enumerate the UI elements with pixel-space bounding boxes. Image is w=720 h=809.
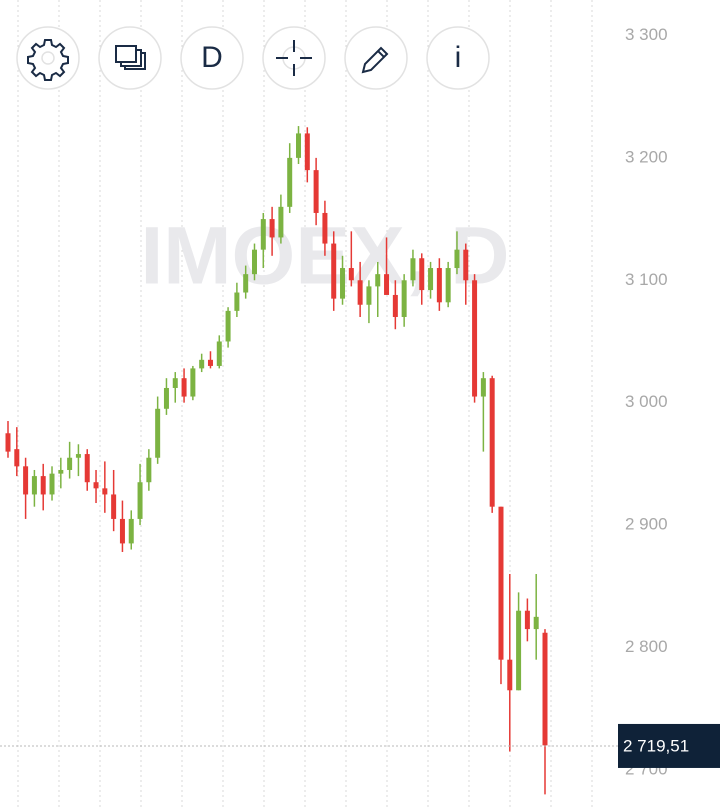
candle-body: [445, 268, 451, 303]
candle-body: [278, 206, 284, 238]
draw-button[interactable]: [344, 26, 408, 90]
y-tick-label: 3 000: [625, 392, 668, 411]
candle-body: [234, 292, 240, 311]
candle-body: [304, 133, 310, 171]
candle-body: [84, 454, 90, 483]
candle-body: [348, 268, 354, 281]
candle-body: [296, 133, 302, 158]
candle-body: [5, 433, 11, 452]
candle-body: [225, 310, 231, 342]
candle-body: [102, 488, 108, 495]
candle-body: [384, 274, 390, 295]
candle-body: [507, 659, 513, 691]
candle-body: [119, 518, 125, 544]
y-tick-label: 3 100: [625, 270, 668, 289]
candle-body: [67, 457, 73, 470]
candle-body: [542, 632, 548, 746]
candle-body: [216, 341, 222, 366]
candle-body: [146, 457, 152, 483]
candle-body: [111, 494, 117, 519]
candle-body: [357, 280, 363, 305]
candle-body: [428, 268, 434, 291]
candle-body: [436, 268, 442, 303]
candle-body: [533, 616, 539, 630]
candle-body: [366, 286, 372, 305]
candle-body: [410, 258, 416, 281]
candle-body: [287, 157, 293, 207]
button-label: i: [455, 41, 462, 74]
candle-body: [489, 378, 495, 507]
candle-body: [163, 387, 169, 409]
candle-body: [401, 280, 407, 317]
candle-body: [251, 249, 257, 275]
candle-body: [14, 449, 20, 467]
candle-body: [49, 473, 55, 495]
candle-body: [454, 249, 460, 269]
candle-body: [207, 359, 213, 366]
candle-body: [269, 219, 275, 238]
last-price-box: [618, 723, 720, 768]
candle-body: [190, 368, 196, 397]
candle-body: [243, 274, 249, 293]
y-tick-label: 2 800: [625, 637, 668, 656]
crosshair-button[interactable]: [262, 26, 326, 90]
candle-body: [75, 454, 81, 458]
y-tick-label: 3 300: [625, 25, 668, 44]
candle-body: [472, 280, 478, 397]
info-button[interactable]: i: [426, 26, 490, 90]
candle-body: [93, 482, 99, 489]
candle-body: [199, 359, 205, 369]
y-tick-label: 3 200: [625, 147, 668, 166]
candle-body: [260, 219, 266, 250]
candle-body: [137, 482, 143, 519]
candle-body: [516, 610, 522, 691]
candle-body: [172, 378, 178, 388]
candle-body: [40, 476, 46, 495]
candle-body: [419, 258, 425, 291]
candle-body: [375, 274, 381, 287]
candle-body: [128, 518, 134, 544]
candle-body: [322, 212, 328, 244]
candle-body: [392, 294, 398, 317]
candle-body: [31, 476, 37, 495]
period-button[interactable]: D: [180, 26, 244, 90]
settings-button[interactable]: [16, 26, 80, 90]
candle-body: [23, 466, 29, 495]
candle-body: [331, 243, 337, 299]
vertical-grid: [17, 0, 593, 809]
candle-body: [463, 249, 469, 281]
candle-body: [340, 268, 346, 299]
toolbar: D i: [16, 26, 490, 90]
candle-body: [58, 469, 64, 474]
plot: [0, 126, 618, 795]
button-label: D: [201, 41, 223, 74]
candle-body: [480, 378, 486, 397]
last-price-label: 2 719,51: [623, 736, 689, 755]
layers-button[interactable]: [98, 26, 162, 90]
candle-body: [155, 408, 161, 458]
candle-body: [181, 378, 187, 397]
candle-body: [498, 506, 504, 660]
candle-body: [524, 610, 530, 630]
candle-body: [313, 170, 319, 213]
y-tick-label: 2 900: [625, 515, 668, 534]
